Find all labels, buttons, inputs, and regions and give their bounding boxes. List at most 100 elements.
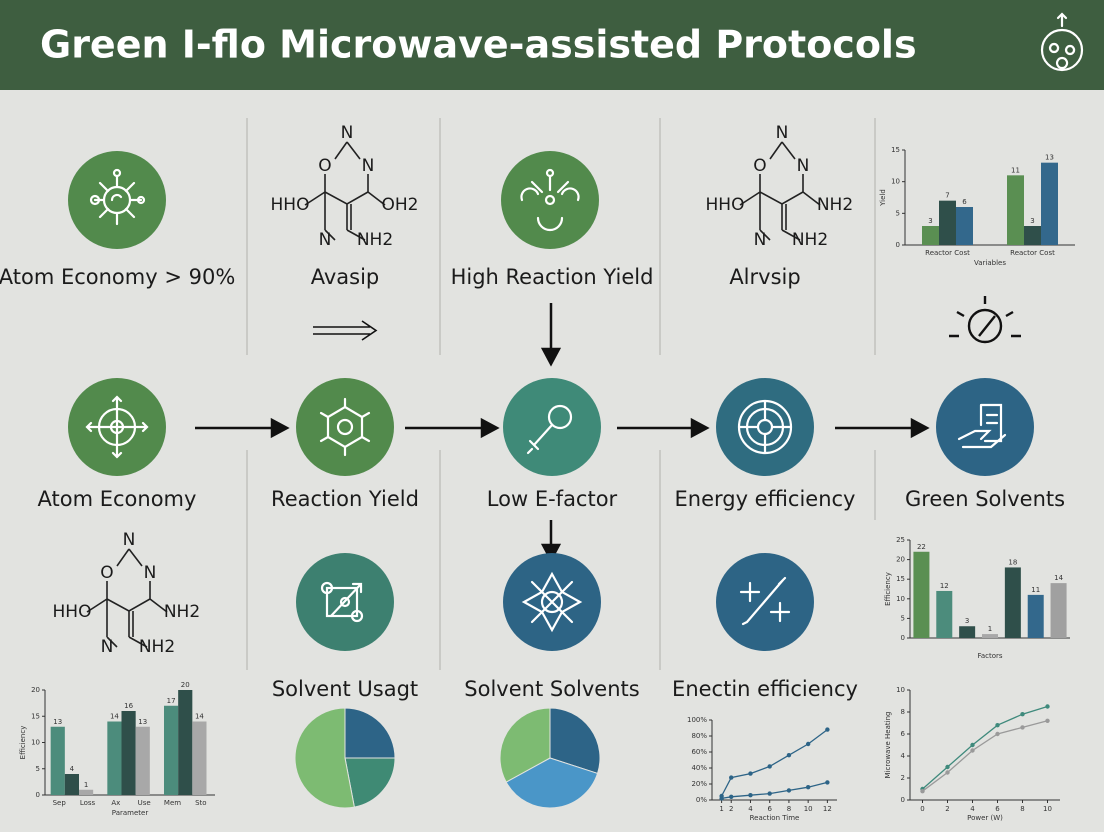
point <box>767 791 772 796</box>
atom: N <box>362 156 375 176</box>
y-tick-label: 0 <box>901 796 905 804</box>
value-label: 12 <box>940 582 949 590</box>
value-label: 16 <box>124 702 133 710</box>
y-tick-label: 25 <box>896 536 905 544</box>
point <box>729 794 734 799</box>
y-tick-label: 6 <box>901 730 906 738</box>
x-tick-label: 8 <box>1020 805 1024 813</box>
atom: N <box>319 230 332 250</box>
x-tick-label: 4 <box>970 805 975 813</box>
value-label: 3 <box>1030 217 1034 225</box>
atom: O <box>100 563 113 583</box>
atom: HHO <box>53 602 92 622</box>
atom: NH2 <box>817 195 853 215</box>
bonds <box>739 141 821 241</box>
y-tick-label: 15 <box>896 575 905 583</box>
atom: NH2 <box>357 230 393 250</box>
y-tick-label: 10 <box>31 739 40 747</box>
y-tick-label: 8 <box>901 708 905 716</box>
bar <box>135 726 150 795</box>
dividers <box>246 118 876 670</box>
point <box>825 727 830 732</box>
y-tick-label: 0% <box>696 796 707 804</box>
y-axis-label: Microwave Heating <box>884 712 892 779</box>
value-label: 13 <box>138 718 147 726</box>
bar <box>1024 226 1041 245</box>
y-tick-label: 15 <box>31 712 40 720</box>
y-tick-label: 20 <box>896 556 905 564</box>
pie-slice <box>499 707 551 783</box>
point <box>970 748 975 753</box>
value-label: 7 <box>945 192 949 200</box>
x-tick-label: Reactor Cost <box>1010 249 1055 257</box>
bar <box>107 721 122 795</box>
bar <box>939 200 956 245</box>
atom: N <box>101 637 114 657</box>
y-tick-label: 5 <box>36 765 40 773</box>
bar <box>79 789 94 795</box>
y-tick-label: 100% <box>687 716 707 724</box>
point <box>995 723 1000 728</box>
point <box>995 731 1000 737</box>
x-tick-label: 6 <box>995 805 1000 813</box>
bonds <box>86 548 168 648</box>
point <box>945 770 950 775</box>
value-label: 14 <box>110 713 119 721</box>
point <box>825 780 830 785</box>
label: Reaction Yield <box>271 487 419 511</box>
y-tick-label: 4 <box>901 752 906 760</box>
point <box>1020 712 1025 717</box>
atom: N <box>144 563 157 583</box>
y-tick-label: 5 <box>901 614 905 622</box>
label: High Reaction Yield <box>451 265 654 289</box>
x-tick-label: 6 <box>767 805 772 813</box>
value-label: 13 <box>53 718 62 726</box>
title: Green I-flo Microwave-assisted Protocols <box>40 23 917 67</box>
point <box>1045 704 1050 709</box>
point <box>805 785 811 790</box>
x-tick-label: 2 <box>945 805 949 813</box>
point <box>748 793 753 798</box>
value-label: 14 <box>1054 574 1063 582</box>
bar <box>192 721 207 795</box>
x-tick-label: Ax <box>111 799 120 807</box>
y-axis-label: Yield <box>879 189 887 207</box>
bar <box>1004 567 1021 638</box>
gauge-icon <box>949 296 1021 344</box>
label: Green Solvents <box>905 487 1065 511</box>
y-tick-label: 15 <box>891 146 900 154</box>
atom: HHO <box>706 195 745 215</box>
bar <box>1007 175 1024 245</box>
x-axis-label: Variables <box>974 259 1006 267</box>
x-axis-label: Factors <box>977 652 1002 660</box>
point <box>1020 725 1025 730</box>
icons <box>68 151 1034 651</box>
bar <box>956 207 973 245</box>
axes <box>909 540 1070 639</box>
atom: HHO <box>271 195 310 215</box>
y-tick-label: 20% <box>691 780 707 788</box>
y-axis-label: Efficiency <box>19 726 27 760</box>
x-axis-label: Power (W) <box>967 814 1003 822</box>
pie-slice <box>344 707 396 759</box>
y-tick-label: 10 <box>896 595 905 603</box>
value-label: 20 <box>181 681 190 689</box>
bar <box>121 711 136 795</box>
y-tick-label: 0 <box>36 791 40 799</box>
x-tick-label: 12 <box>823 805 832 813</box>
value-label: 3 <box>965 617 969 625</box>
y-tick-label: 20 <box>31 686 40 694</box>
value-label: 13 <box>1045 154 1054 162</box>
bar <box>936 590 953 638</box>
bar <box>1050 583 1067 638</box>
x-tick-label: 0 <box>920 805 924 813</box>
point <box>767 764 772 769</box>
label: Avasip <box>311 265 380 289</box>
bar <box>982 634 998 638</box>
y-axis-label: Efficiency <box>884 572 892 606</box>
point <box>786 788 792 793</box>
x-tick-label: 4 <box>748 805 753 813</box>
pie-slice <box>549 707 601 775</box>
value-label: 11 <box>1031 586 1040 594</box>
